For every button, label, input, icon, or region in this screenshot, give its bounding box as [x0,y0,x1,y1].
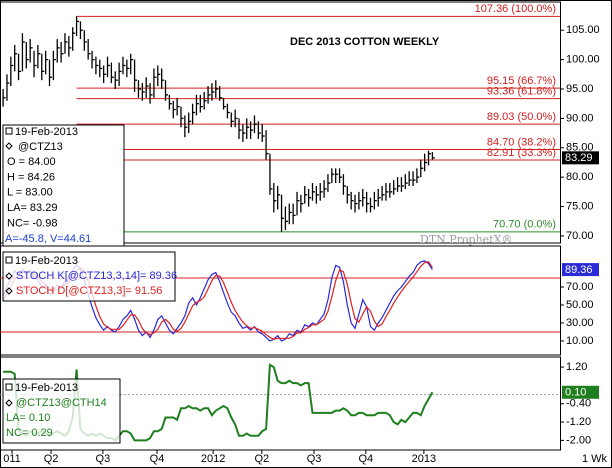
y-tick-label: 100.00 [566,54,600,66]
x-tick-label: Q4 [359,453,374,465]
y-tick-label: 30.00 [566,317,594,329]
fib-level-label: 95.15 (66.7%) [487,75,556,87]
y-tick-label: 50.00 [566,299,594,311]
y-tick-label: 75.00 [566,200,594,212]
y-tick-label: 1.20 [566,361,587,373]
last-value-tag [562,263,599,277]
fib-level-label: 89.03 (50.0%) [487,111,556,123]
y-tick-label: 80.00 [566,171,594,183]
legend-box [2,251,176,302]
legend-entry: STOCH K[@CTZ13,3,14]= 89.36 [16,270,177,282]
info-line: L = 83.00 [7,187,53,199]
legend-entry: STOCH D[@CTZ13,3]= 91.56 [16,285,162,297]
legend-icon [5,399,13,407]
watermark: DTN ProphetX® [420,233,512,246]
legend-info: NC= 0.29 [6,427,53,439]
last-value-label: 89.36 [565,264,593,276]
x-tick-label: Q3 [96,453,111,465]
x-tick-label: Q2 [254,453,269,465]
y-tick-label: -1.20 [566,416,591,428]
legend-date: 19-Feb-2013 [15,255,78,267]
info-date: 19-Feb-2013 [15,126,78,138]
y-tick-label: 85.00 [566,142,594,154]
legend-info: LA= 0.10 [6,412,50,424]
fib-level-label: 82.91 (33.3%) [487,147,556,159]
info-line: NC= -0.98 [7,218,57,230]
x-tick-label: Q2 [44,453,59,465]
info-line: H = 84.26 [7,171,55,183]
panel-frame [0,245,561,356]
last-value-label: 0.10 [565,387,586,399]
info-line: LA= 83.29 [7,202,57,214]
fib-level-label: 84.70 (38.2%) [487,136,556,148]
y-tick-label: -2.00 [566,434,591,446]
info-symbol: @CTZ13 [18,141,63,153]
panel-frame [0,1,561,244]
info-line: O = 84.00 [7,156,56,168]
x-tick-label: Q3 [307,453,322,465]
icon [5,142,13,150]
y-tick-label: 70.00 [566,281,594,293]
y-tick-label: -0.40 [566,398,591,410]
x-tick-label: 2013 [412,453,436,465]
info-box [2,124,125,247]
legend-box [2,378,121,444]
x-tick-label: 2012 [201,453,225,465]
y-tick-label: 10.00 [566,335,594,347]
interval-label: 1 Wk [582,453,608,465]
y-tick-label: 70.00 [566,230,594,242]
legend-icon [5,272,13,280]
fib-level-label: 107.36 (100.0%) [475,3,556,15]
legend-icon [5,287,13,295]
info-footer: A=-45.8, V=44.61 [5,233,91,245]
icon [5,383,13,391]
fib-level-label: 93.36 (61.8%) [487,86,556,98]
icon [5,256,13,264]
x-tick-label: Q4 [150,453,165,465]
icon [5,127,13,135]
last-value-tag [562,151,599,165]
y-tick-label: 95.00 [566,83,594,95]
y-tick-label: 105.00 [566,24,600,36]
legend-date: 19-Feb-2013 [15,382,78,394]
chart-title: DEC 2013 COTTON WEEKLY [290,36,440,48]
legend-entry: @CTZ13@CTH14 [16,397,107,409]
last-value-tag [562,385,599,399]
fib-level-label: 70.70 (0.0%) [493,219,556,231]
x-tick-label: 011 [3,453,21,465]
y-tick-label: 90.00 [566,112,594,124]
last-value-label: 83.29 [565,152,593,164]
